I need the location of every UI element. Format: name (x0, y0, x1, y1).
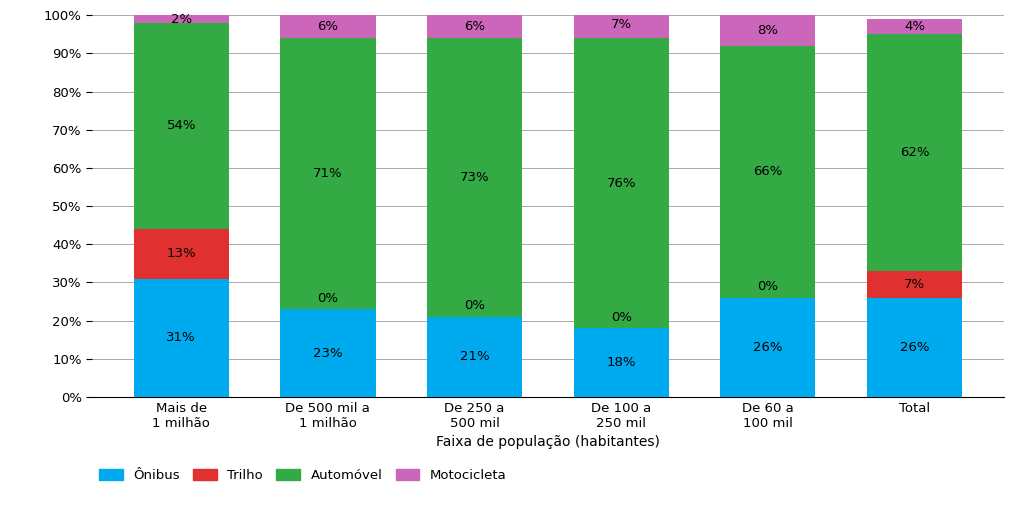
Text: 62%: 62% (900, 146, 929, 159)
Bar (133, 229, 229, 279)
Text: 8%: 8% (758, 24, 778, 37)
Bar (573, 12, 669, 38)
Bar (281, 15, 376, 38)
Bar (133, 279, 229, 397)
Text: 0%: 0% (758, 280, 778, 293)
Text: 76%: 76% (606, 177, 636, 190)
Text: 54%: 54% (167, 120, 196, 132)
Text: 2%: 2% (171, 13, 191, 25)
Text: 0%: 0% (317, 292, 338, 304)
Text: 66%: 66% (753, 165, 782, 178)
Text: 73%: 73% (460, 171, 489, 184)
Text: 7%: 7% (904, 278, 925, 291)
Bar (427, 15, 522, 38)
Text: 31%: 31% (167, 331, 196, 345)
Text: 21%: 21% (460, 350, 489, 363)
Text: 71%: 71% (313, 167, 343, 180)
Bar (720, 298, 815, 397)
Text: 6%: 6% (317, 20, 338, 33)
Bar (573, 38, 669, 328)
X-axis label: Faixa de população (habitantes): Faixa de população (habitantes) (436, 435, 659, 449)
Bar (866, 35, 963, 271)
Bar (720, 46, 815, 298)
Text: 6%: 6% (464, 20, 485, 33)
Text: 4%: 4% (904, 20, 925, 33)
Text: 26%: 26% (900, 341, 929, 354)
Bar (866, 298, 963, 397)
Bar (720, 15, 815, 46)
Bar (427, 38, 522, 317)
Bar (866, 19, 963, 35)
Text: 7%: 7% (610, 18, 632, 32)
Text: 23%: 23% (313, 347, 343, 360)
Text: 26%: 26% (753, 341, 782, 354)
Legend: Ônibus, Trilho, Automóvel, Motocicleta: Ônibus, Trilho, Automóvel, Motocicleta (98, 468, 507, 482)
Text: 18%: 18% (606, 356, 636, 369)
Bar (866, 271, 963, 298)
Bar (427, 317, 522, 397)
Bar (281, 309, 376, 397)
Bar (133, 15, 229, 23)
Bar (133, 23, 229, 229)
Bar (573, 328, 669, 397)
Text: 13%: 13% (167, 247, 196, 261)
Bar (281, 38, 376, 309)
Text: 0%: 0% (464, 299, 485, 313)
Text: 0%: 0% (610, 310, 632, 324)
